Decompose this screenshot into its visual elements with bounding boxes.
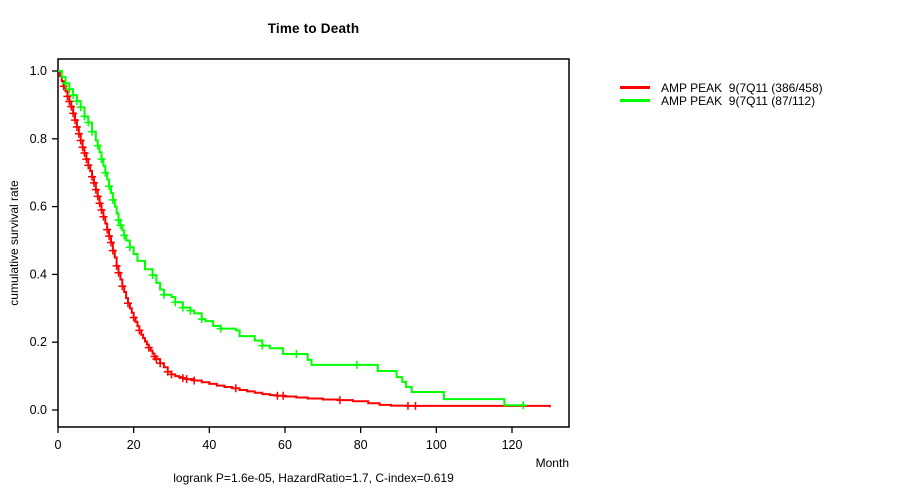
y-tick-label: 0.6	[30, 200, 47, 214]
y-tick-label: 0.2	[30, 335, 47, 349]
chart-title: Time to Death	[267, 21, 360, 36]
y-tick-label: 0.4	[30, 267, 47, 281]
x-tick-label: 40	[202, 438, 216, 452]
x-tick-label: 60	[278, 438, 292, 452]
x-tick-label: 20	[127, 438, 141, 452]
y-tick-label: 0.0	[30, 403, 47, 417]
legend-label-green: AMP PEAK 9(7Q11 (87/112)	[661, 93, 816, 108]
legend-label-red: AMP PEAK 9(7Q11 (386/458)	[661, 80, 823, 95]
survival-curve-green	[58, 70, 524, 407]
survival-curve-red	[58, 70, 551, 408]
red-line-swatch	[620, 86, 650, 89]
censor-marks-green	[61, 79, 528, 410]
y-tick-label: 0.8	[30, 132, 47, 146]
x-tick-label: 120	[502, 438, 523, 452]
stats-caption: logrank P=1.6e-05, HazardRatio=1.7, C-in…	[173, 471, 454, 485]
y-axis-label: cumulative survival rate	[7, 180, 21, 306]
y-tick-label: 1.0	[30, 64, 47, 78]
x-tick-label: 0	[55, 438, 62, 452]
x-tick-label: 80	[354, 438, 368, 452]
legend-item-red: AMP PEAK 9(7Q11 (386/458)	[620, 80, 823, 95]
green-line-swatch	[620, 99, 650, 102]
plot-border	[57, 58, 570, 428]
legend: AMP PEAK 9(7Q11 (386/458) AMP PEAK 9(7Q1…	[620, 80, 823, 108]
legend-item-green: AMP PEAK 9(7Q11 (87/112)	[620, 93, 823, 108]
x-axis-label: Month	[535, 456, 569, 470]
x-tick-label: 100	[426, 438, 447, 452]
censor-marks-red	[59, 82, 420, 410]
